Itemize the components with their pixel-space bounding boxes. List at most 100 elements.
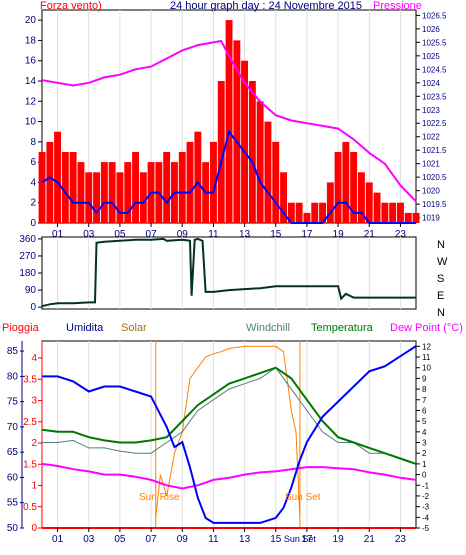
bottom-hour-label-0: 01 [52, 534, 64, 545]
pressure-line [41, 39, 417, 203]
temperature-line [41, 366, 417, 465]
wind-bar-13 [139, 172, 147, 223]
wind-bar-41 [358, 172, 365, 223]
temp-tick-label-17: 12 [422, 342, 431, 351]
compass-label-4: N [437, 307, 445, 319]
wind-tick-label-7: 14 [25, 76, 37, 87]
rain-tick-label-1: 0.5 [23, 502, 37, 513]
wind-bar-12 [132, 152, 139, 223]
wind-bar-3 [61, 152, 69, 223]
wind-bar-30 [272, 141, 280, 223]
bottom-hour-label-6: 13 [239, 534, 251, 545]
wind-tick-label-8: 16 [25, 56, 37, 67]
pressure-tick-label-2: 1020 [422, 187, 440, 196]
pressure-tick-label-14: 1026 [422, 25, 440, 34]
temp-tick-label-7: 2 [422, 449, 427, 458]
wind-bar-22 [210, 141, 217, 223]
wind-bar-32 [287, 202, 295, 223]
top-hour-label-8: 17 [301, 229, 313, 240]
temp-tick-label-11: 6 [422, 406, 427, 415]
pressure-tick-label-1: 1019.5 [422, 200, 447, 209]
wind-bar-18 [178, 152, 186, 223]
wind-tick-label-6: 12 [25, 96, 37, 107]
wind-bar-5 [77, 162, 85, 223]
legend-temperature: Temperatura [311, 322, 374, 334]
temp-tick-label-3: -2 [422, 492, 430, 501]
wind-tick-label-0: 0 [30, 218, 36, 229]
legend-windchill: Windchill [246, 322, 290, 334]
top-hour-label-11: 23 [395, 229, 407, 240]
rain-tick-label-8: 4 [31, 353, 37, 364]
humidity-tick-label-1: 55 [7, 498, 19, 509]
wind-bar-38 [334, 152, 342, 223]
wind-tick-label-4: 8 [30, 137, 36, 148]
wind-bar-42 [365, 182, 373, 223]
pressure-tick-label-4: 1021 [422, 160, 440, 169]
sun-set-tick-label: Sun Set [284, 534, 317, 544]
dewpoint-line [41, 462, 417, 490]
wind-bar-0 [38, 152, 46, 223]
bottom-hour-label-7: 15 [270, 534, 282, 545]
rain-tick-label-0: 0 [31, 523, 37, 534]
top-hour-label-9: 19 [333, 229, 345, 240]
wind-bar-29 [264, 121, 272, 223]
temp-tick-label-12: 7 [422, 396, 427, 405]
wind-bar-40 [350, 152, 358, 223]
humidity-tick-label-3: 65 [7, 447, 19, 458]
wind-bar-10 [116, 172, 124, 223]
direction-tick-label-1: 90 [25, 285, 37, 296]
sun-rise-label: Sun Rise [139, 492, 180, 503]
wind-bar-20 [194, 131, 202, 223]
wind-tick-label-3: 6 [30, 157, 36, 168]
wind-tick-label-1: 2 [30, 198, 36, 209]
legend-rain: Pioggia [2, 322, 40, 334]
wind-bar-7 [93, 172, 100, 223]
top-hour-label-4: 09 [177, 229, 189, 240]
pressure-tick-label-8: 1023 [422, 106, 440, 115]
wind-bar-35 [311, 202, 319, 223]
wind-bar-1 [46, 141, 54, 223]
compass-label-0: N [437, 239, 445, 251]
wind-bar-16 [163, 152, 171, 223]
humidity-tick-label-4: 70 [7, 422, 19, 433]
direction-tick-label-3: 270 [19, 251, 36, 262]
wind-bar-24 [225, 20, 233, 223]
humidity-tick-label-6: 80 [7, 371, 19, 382]
solar-line [155, 345, 301, 518]
temp-tick-label-14: 9 [422, 374, 427, 383]
humidity-tick-label-2: 60 [7, 472, 19, 483]
wind-bar-26 [241, 60, 248, 224]
sun-set-label: Sun Set [285, 492, 321, 503]
temp-tick-label-10: 5 [422, 417, 427, 426]
wind-bar-9 [108, 162, 116, 223]
wind-tick-label-9: 18 [25, 35, 37, 46]
pressure-tick-label-6: 1022 [422, 133, 440, 142]
wind-bar-27 [248, 81, 256, 223]
wind-bar-23 [217, 81, 225, 223]
wind-bar-43 [373, 192, 381, 223]
pressure-tick-label-10: 1024 [422, 79, 440, 88]
direction-tick-label-0: 0 [30, 302, 36, 313]
wind-bar-44 [381, 202, 389, 223]
wind-tick-label-10: 20 [25, 15, 37, 26]
bottom-hour-label-10: 21 [364, 534, 376, 545]
rain-tick-label-2: 1 [31, 481, 37, 492]
wind-bar-34 [303, 212, 311, 223]
wind-bar-36 [319, 202, 326, 223]
wind-bar-37 [326, 182, 334, 223]
bottom-hour-label-8: 17 [301, 534, 313, 545]
temp-tick-label-0: -5 [422, 524, 430, 533]
bottom-hour-label-1: 03 [83, 534, 95, 545]
bottom-hour-label-9: 19 [333, 534, 345, 545]
top-hour-label-3: 07 [146, 229, 158, 240]
wind-bar-28 [256, 101, 264, 223]
pressure-tick-label-15: 1026.5 [422, 11, 447, 20]
wind-bar-39 [342, 141, 350, 223]
temp-tick-label-9: 4 [422, 428, 427, 437]
compass-label-1: W [437, 256, 448, 268]
wind-axis-title: Forza vento) [40, 0, 102, 12]
bottom-hour-label-2: 05 [114, 534, 126, 545]
humidity-line [42, 345, 417, 524]
